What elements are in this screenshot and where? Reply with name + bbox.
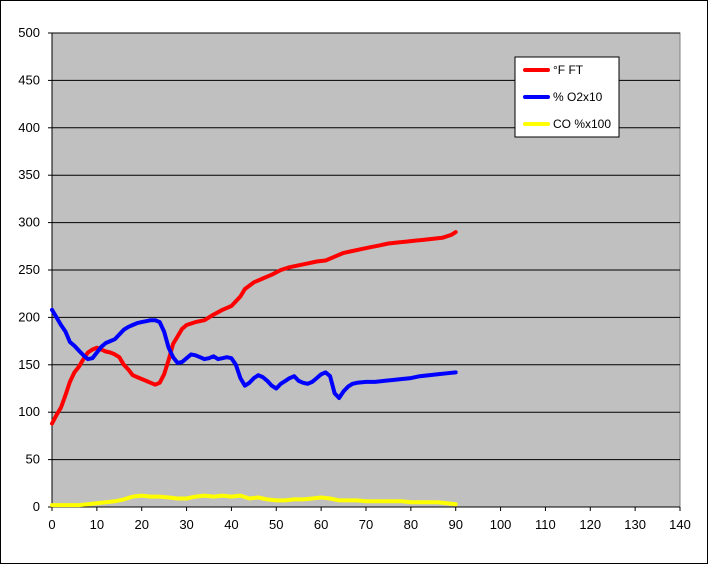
x-tick-label: 20 [134, 517, 148, 532]
x-tick-label: 30 [179, 517, 193, 532]
x-tick-label: 100 [490, 517, 512, 532]
y-tick-label: 150 [18, 357, 40, 372]
x-tick-label: 140 [669, 517, 691, 532]
y-tick-label: 350 [18, 167, 40, 182]
y-tick-label: 0 [33, 499, 40, 514]
x-tick-label: 10 [90, 517, 104, 532]
legend-label: % O2x10 [553, 90, 603, 104]
gridlines [52, 32, 680, 461]
series-line-2 [50, 493, 458, 508]
x-tick-label: 80 [404, 517, 418, 532]
x-tick-label: 40 [224, 517, 238, 532]
series-line-0 [50, 230, 458, 426]
legend-label: CO %x100 [553, 117, 611, 131]
legend-label: °F FT [553, 63, 584, 77]
axes: 0 50 100 150 200 250 300 350 400 450 500 0 10 20 30 40 5… [18, 25, 691, 532]
y-tick-label: 300 [18, 215, 40, 230]
x-tick-label: 90 [448, 517, 462, 532]
y-tick-label: 50 [26, 452, 40, 467]
series-lines [50, 230, 458, 508]
x-tick-label: 50 [269, 517, 283, 532]
x-tick-label: 110 [535, 517, 556, 532]
y-tick-label: 400 [18, 120, 40, 135]
y-tick-label: 100 [18, 404, 40, 419]
x-tick-label: 60 [314, 517, 328, 532]
y-tick-label: 500 [18, 25, 40, 40]
y-tick-label: 450 [18, 72, 40, 87]
x-tick-label: 0 [48, 517, 55, 532]
y-tick-label: 250 [18, 262, 40, 277]
y-tick-label: 200 [18, 309, 40, 324]
x-tick-label: 70 [359, 517, 373, 532]
series-line-1 [50, 307, 458, 400]
legend: °F FT % O2x10 CO %x100 [514, 56, 620, 138]
x-tick-label: 130 [624, 517, 646, 532]
x-tick-label: 120 [579, 517, 601, 532]
